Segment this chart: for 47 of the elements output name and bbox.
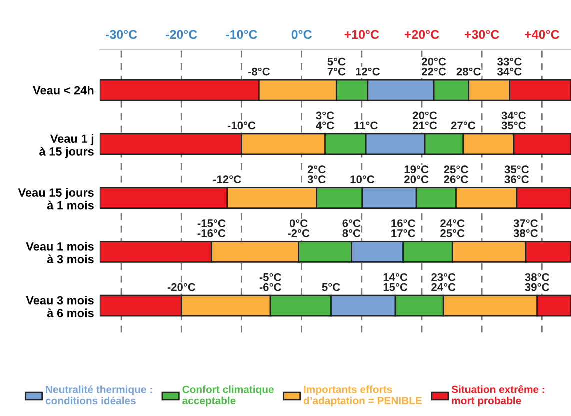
x-tick-label: -20°C bbox=[166, 30, 198, 40]
annotation: -12°C bbox=[213, 176, 242, 184]
annotation: 23°C 24°C bbox=[432, 273, 456, 292]
annotation: 2°C 3°C bbox=[308, 166, 326, 184]
annotation: 12°C bbox=[356, 68, 380, 76]
x-tick-label: +40°C bbox=[525, 30, 560, 40]
annotation: 37°C 38°C bbox=[514, 220, 538, 238]
annotation: -10°C bbox=[228, 122, 256, 130]
x-tick-label: -30°C bbox=[106, 30, 138, 40]
annotation: 14°C 15°C bbox=[384, 273, 408, 292]
annotation: 11°C bbox=[354, 122, 378, 130]
annotation: 16°C 17°C bbox=[392, 220, 416, 238]
annotation: 6°C 8°C bbox=[342, 220, 361, 238]
legend-label: Confort climatique acceptable bbox=[182, 386, 274, 407]
annotation: -15°C -16°C bbox=[198, 220, 226, 238]
annotation: 0°C -2°C bbox=[288, 220, 310, 238]
annotation: -5°C -6°C bbox=[260, 273, 282, 292]
x-tick-label: +10°C bbox=[344, 30, 380, 40]
annotation: 10°C bbox=[350, 176, 375, 184]
legend-label: Neutralité thermique : conditions idéales bbox=[46, 386, 152, 405]
y-tick-label: Veau 15 jours à 1 mois bbox=[18, 188, 94, 210]
annotation: -20°C bbox=[168, 283, 196, 292]
x-tick-label: -10°C bbox=[226, 30, 258, 40]
annotation: 3°C 4°C bbox=[316, 112, 334, 130]
legend-label: Situation extrême : mort probable bbox=[452, 385, 544, 407]
x-tick-label: +30°C bbox=[464, 30, 500, 40]
annotation: 27°C bbox=[451, 122, 476, 130]
annotation: 5°C 7°C bbox=[328, 58, 346, 76]
annotation: 20°C 21°C bbox=[412, 112, 438, 130]
annotation: 33°C 34°C bbox=[498, 58, 522, 76]
annotation: 34°C 35°C bbox=[502, 112, 526, 130]
y-tick-label: Veau 3 mois à 6 mois bbox=[26, 296, 94, 318]
annotation: 38°C 39°C bbox=[525, 273, 550, 292]
annotation: 24°C 25°C bbox=[440, 220, 465, 238]
annotation: 20°C 22°C bbox=[422, 58, 446, 76]
x-tick-label: +20°C bbox=[404, 30, 440, 40]
annotation: 28°C bbox=[456, 68, 481, 76]
legend-label: Importants efforts d’adaptation = PENIBLE bbox=[304, 386, 422, 407]
annotation: 35°C 36°C bbox=[504, 166, 530, 184]
annotation: 5°C bbox=[322, 283, 340, 292]
y-tick-label: Veau 1 mois à 3 mois bbox=[26, 242, 94, 264]
annotation: -8°C bbox=[248, 68, 270, 76]
y-tick-label: Veau < 24h bbox=[33, 86, 94, 95]
x-tick-label: 0°C bbox=[292, 30, 312, 40]
annotation: 25°C 26°C bbox=[444, 166, 468, 184]
annotation: 19°C 20°C bbox=[404, 166, 429, 184]
y-tick-label: Veau 1 j à 15 jours bbox=[40, 134, 94, 158]
